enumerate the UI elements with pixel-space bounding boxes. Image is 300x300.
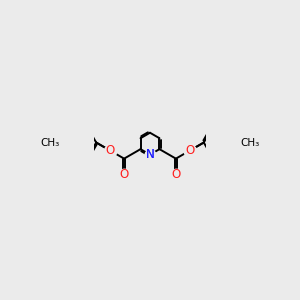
Text: N: N: [146, 148, 154, 161]
Text: CH₃: CH₃: [240, 137, 260, 148]
Text: O: O: [185, 144, 194, 157]
Text: N: N: [146, 148, 154, 161]
Text: CH₃: CH₃: [40, 137, 60, 148]
Text: O: O: [119, 168, 129, 181]
Text: O: O: [106, 144, 115, 157]
Text: O: O: [171, 168, 181, 181]
